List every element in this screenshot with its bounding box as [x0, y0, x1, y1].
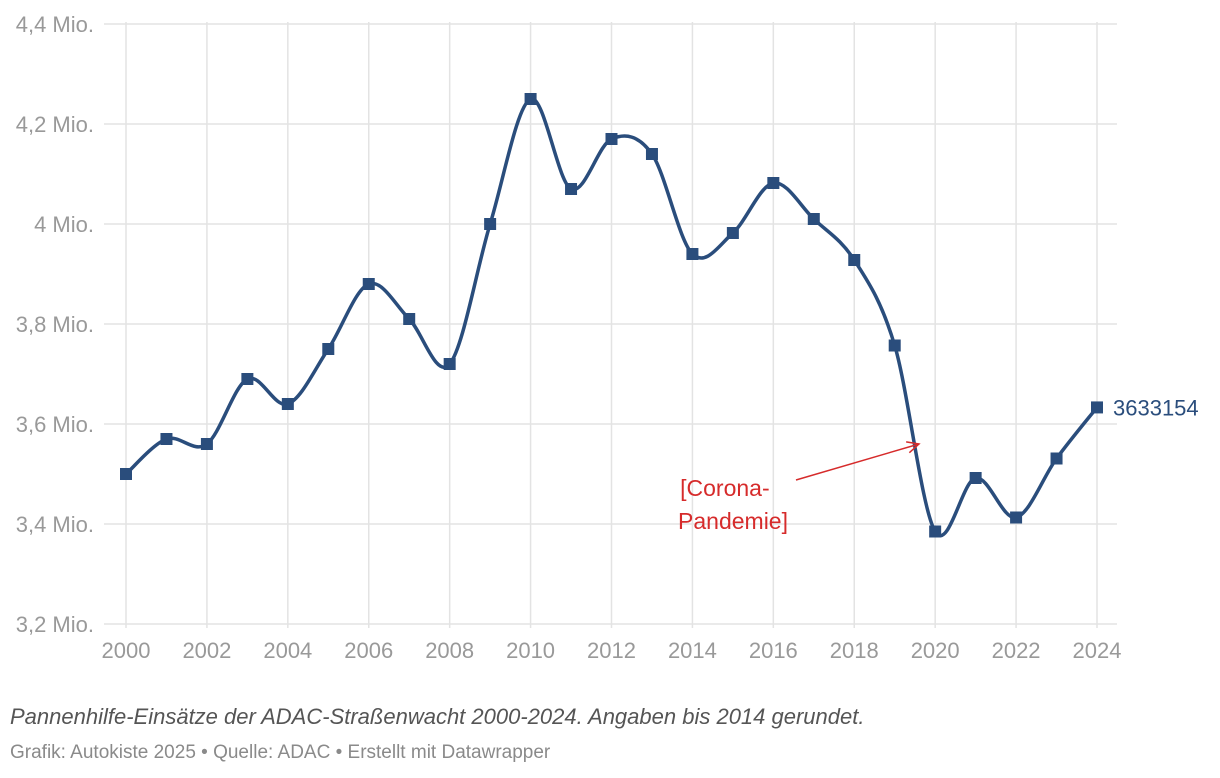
- horizontal-gridlines: [104, 23, 1117, 625]
- data-point-2010: [524, 93, 537, 105]
- x-axis-tick-labels: 2000 2002 2004 2006 2008 2010 2012 2014 2016 2018…: [102, 638, 1122, 663]
- data-point-2022: [1010, 511, 1023, 524]
- series-markers: [120, 93, 1103, 538]
- y-tick-label: 4,4 Mio.: [16, 12, 94, 37]
- corona-annotation: [Corona- Pandemie]: [678, 441, 921, 534]
- data-point-2014: [686, 248, 699, 260]
- y-tick-label: 3,8 Mio.: [16, 312, 94, 337]
- data-point-2008: [443, 358, 456, 370]
- y-tick-label: 3,2 Mio.: [16, 612, 94, 637]
- x-tick-label: 2018: [830, 638, 879, 663]
- data-point-2013: [645, 148, 658, 160]
- data-point-2019: [888, 339, 901, 352]
- data-point-2007: [403, 313, 416, 325]
- data-point-2018: [848, 254, 861, 266]
- data-point-2005: [322, 343, 335, 355]
- x-tick-label: 2000: [102, 638, 151, 663]
- data-point-2016: [767, 177, 780, 189]
- annotation-line-1: [Corona-: [680, 475, 769, 501]
- line-chart: 3,2 Mio. 3,4 Mio. 3,6 Mio. 3,8 Mio. 4 Mio. 4,…: [16, 12, 1199, 663]
- data-point-2006: [362, 278, 375, 290]
- end-value-label: 3633154: [1113, 395, 1199, 420]
- vertical-gridlines: [125, 22, 1098, 628]
- x-tick-label: 2004: [263, 638, 312, 663]
- x-tick-label: 2020: [911, 638, 960, 663]
- x-tick-label: 2016: [749, 638, 798, 663]
- x-tick-label: 2014: [668, 638, 717, 663]
- annotation-text: [Corona- Pandemie]: [678, 475, 788, 534]
- x-tick-label: 2002: [182, 638, 231, 663]
- data-point-2020: [929, 525, 942, 538]
- y-tick-label: 3,6 Mio.: [16, 412, 94, 437]
- x-tick-label: 2010: [506, 638, 555, 663]
- x-tick-label: 2022: [992, 638, 1041, 663]
- x-tick-label: 2008: [425, 638, 474, 663]
- data-point-2004: [281, 398, 294, 410]
- annotation-line-2: Pandemie]: [678, 508, 788, 534]
- y-tick-label: 3,4 Mio.: [16, 512, 94, 537]
- data-point-2017: [807, 213, 820, 225]
- data-point-2000: [120, 468, 132, 480]
- annotation-arrow: [795, 443, 920, 481]
- data-point-2023: [1050, 452, 1063, 465]
- data-point-2015: [726, 227, 739, 239]
- x-tick-label: 2012: [587, 638, 636, 663]
- data-point-2012: [605, 133, 618, 145]
- data-point-2021: [969, 472, 982, 484]
- data-point-2024: [1091, 401, 1103, 414]
- x-tick-label: 2024: [1073, 638, 1122, 663]
- data-point-2002: [200, 438, 213, 450]
- y-tick-label: 4,2 Mio.: [16, 112, 94, 137]
- data-point-2009: [484, 218, 497, 230]
- data-point-2011: [565, 183, 578, 195]
- chart-caption: Pannenhilfe-Einsätze der ADAC-Straßenwac…: [10, 704, 865, 729]
- data-point-2003: [241, 373, 254, 385]
- y-axis-tick-labels: 3,2 Mio. 3,4 Mio. 3,6 Mio. 3,8 Mio. 4 Mio. 4,…: [16, 12, 94, 637]
- data-point-2001: [160, 433, 173, 445]
- x-tick-label: 2006: [344, 638, 393, 663]
- annotation-arrow-head: [906, 441, 921, 454]
- y-tick-label: 4 Mio.: [34, 212, 94, 237]
- chart-credit: Grafik: Autokiste 2025 • Quelle: ADAC • …: [10, 742, 551, 763]
